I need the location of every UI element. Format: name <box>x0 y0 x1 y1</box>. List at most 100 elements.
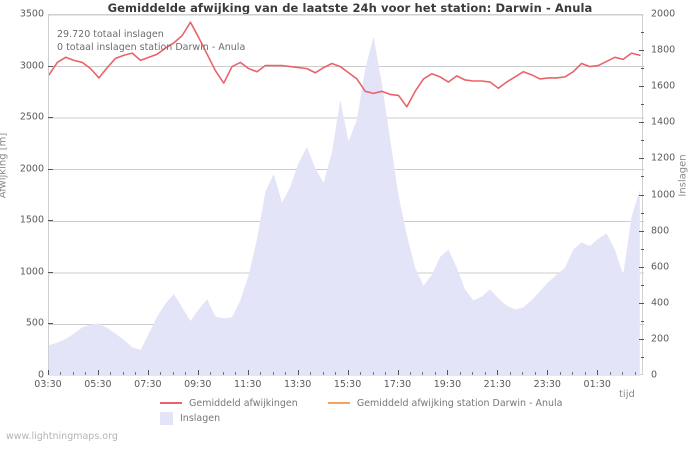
y-tick-mark <box>48 168 53 170</box>
y2-tick-mark <box>639 302 644 304</box>
x-minor-tick-mark <box>310 372 312 375</box>
y-tick-mark <box>48 220 53 222</box>
x-tick-label: 09:30 <box>184 379 212 390</box>
x-tick-label: 17:30 <box>383 379 412 390</box>
x-minor-tick-mark <box>85 372 87 375</box>
x-tick-mark <box>347 370 349 375</box>
x-minor-tick-mark <box>322 372 324 375</box>
y-tick-label: 1500 <box>19 214 44 226</box>
x-minor-tick-mark <box>385 372 387 375</box>
legend-item-strikes[interactable]: Inslagen <box>160 412 220 425</box>
y2-minor-tick-mark <box>641 176 644 178</box>
legend-label-strikes: Inslagen <box>180 413 221 424</box>
legend-row-primary: Gemiddeld afwijkingen Gemiddeld afwijkin… <box>160 396 562 409</box>
y2-tick-label: 400 <box>651 297 670 309</box>
x-tick-mark <box>547 370 549 375</box>
y2-tick-label: 600 <box>651 261 670 273</box>
x-tick-mark <box>497 370 499 375</box>
x-minor-tick-mark <box>135 372 137 375</box>
x-minor-tick-mark <box>235 372 237 375</box>
x-minor-tick-mark <box>260 372 262 375</box>
x-minor-tick-mark <box>634 372 636 375</box>
legend-item-avg-deviation[interactable]: Gemiddeld afwijkingen <box>160 398 298 409</box>
x-minor-tick-mark <box>459 372 461 375</box>
x-minor-tick-mark <box>422 372 424 375</box>
x-tick-label: 19:30 <box>433 379 462 390</box>
y2-minor-tick-mark <box>641 212 644 214</box>
x-axis-label: tijd <box>619 389 635 400</box>
y2-tick-mark <box>639 86 644 88</box>
y2-minor-tick-mark <box>641 68 644 70</box>
x-tick-label: 07:30 <box>134 379 162 390</box>
legend-label-avg-deviation: Gemiddeld afwijkingen <box>189 397 298 409</box>
y-tick-label: 500 <box>25 317 44 329</box>
y2-tick-mark <box>639 50 644 52</box>
x-tick-mark <box>297 370 299 375</box>
legend-row-secondary: Inslagen <box>160 412 220 428</box>
x-tick-mark <box>597 370 599 375</box>
y-tick-mark <box>48 323 53 325</box>
x-minor-tick-mark <box>185 372 187 375</box>
y2-tick-mark <box>639 194 644 196</box>
x-tick-label: 11:30 <box>234 379 262 390</box>
y2-minor-tick-mark <box>641 248 644 250</box>
legend-line-swatch-station <box>327 402 350 404</box>
legend-item-station-deviation[interactable]: Gemiddeld afwijking station Darwin - Anu… <box>327 397 563 409</box>
x-minor-tick-mark <box>272 372 274 375</box>
x-minor-tick-mark <box>160 372 162 375</box>
plot-area <box>48 14 644 376</box>
annotation-station-strikes: 0 totaal inslagen station Darwin - Anula <box>57 42 246 53</box>
y-tick-label: 3500 <box>19 8 44 20</box>
y2-tick-label: 0 <box>651 369 658 381</box>
y-tick-label: 2000 <box>19 163 44 175</box>
x-minor-tick-mark <box>472 372 474 375</box>
x-tick-mark <box>48 370 49 375</box>
y2-tick-mark <box>639 266 644 268</box>
y2-minor-tick-mark <box>641 104 644 106</box>
y2-tick-mark <box>639 158 644 160</box>
y2-tick-mark <box>639 230 644 232</box>
annotation-total-strikes: 29.720 totaal inslagen <box>57 29 164 40</box>
y2-tick-label: 1800 <box>651 44 676 56</box>
x-tick-label: 03:30 <box>34 379 62 390</box>
x-tick-label: 23:30 <box>533 379 561 390</box>
x-minor-tick-mark <box>534 372 536 375</box>
y2-minor-tick-mark <box>641 356 644 358</box>
x-tick-label: 13:30 <box>283 379 312 390</box>
y2-tick-label: 1400 <box>651 116 676 128</box>
x-minor-tick-mark <box>285 372 287 375</box>
x-tick-label: 21:30 <box>483 379 512 390</box>
x-minor-tick-mark <box>210 372 212 375</box>
x-minor-tick-mark <box>622 372 624 375</box>
x-tick-mark <box>97 370 99 375</box>
x-minor-tick-mark <box>122 372 124 375</box>
legend-line-swatch-avg <box>160 402 182 404</box>
x-minor-tick-mark <box>609 372 611 375</box>
y2-tick-label: 1000 <box>651 189 676 200</box>
x-tick-mark <box>397 370 399 375</box>
y2-tick-label: 2000 <box>651 8 676 20</box>
x-minor-tick-mark <box>572 372 574 375</box>
x-minor-tick-mark <box>110 372 112 375</box>
y-tick-label: 3000 <box>19 60 44 72</box>
y-tick-mark <box>48 271 53 273</box>
watermark: www.lightningmaps.org <box>6 431 118 442</box>
y2-minor-tick-mark <box>641 320 644 322</box>
x-minor-tick-mark <box>434 372 436 375</box>
y2-tick-label: 800 <box>651 225 670 237</box>
y2-tick-label: 1200 <box>651 152 676 164</box>
x-minor-tick-mark <box>222 372 224 375</box>
x-minor-tick-mark <box>372 372 374 375</box>
y2-tick-label: 1600 <box>651 80 676 92</box>
x-tick-mark <box>447 370 449 375</box>
x-minor-tick-mark <box>509 372 511 375</box>
x-minor-tick-mark <box>360 372 362 375</box>
legend-label-station-deviation: Gemiddeld afwijking station Darwin - Anu… <box>356 397 563 409</box>
y2-minor-tick-mark <box>641 32 644 34</box>
y-tick-label: 0 <box>37 369 44 381</box>
x-minor-tick-mark <box>60 372 62 375</box>
y-tick-mark <box>48 117 53 119</box>
y-tick-label: 1000 <box>19 266 44 278</box>
x-minor-tick-mark <box>522 372 524 375</box>
